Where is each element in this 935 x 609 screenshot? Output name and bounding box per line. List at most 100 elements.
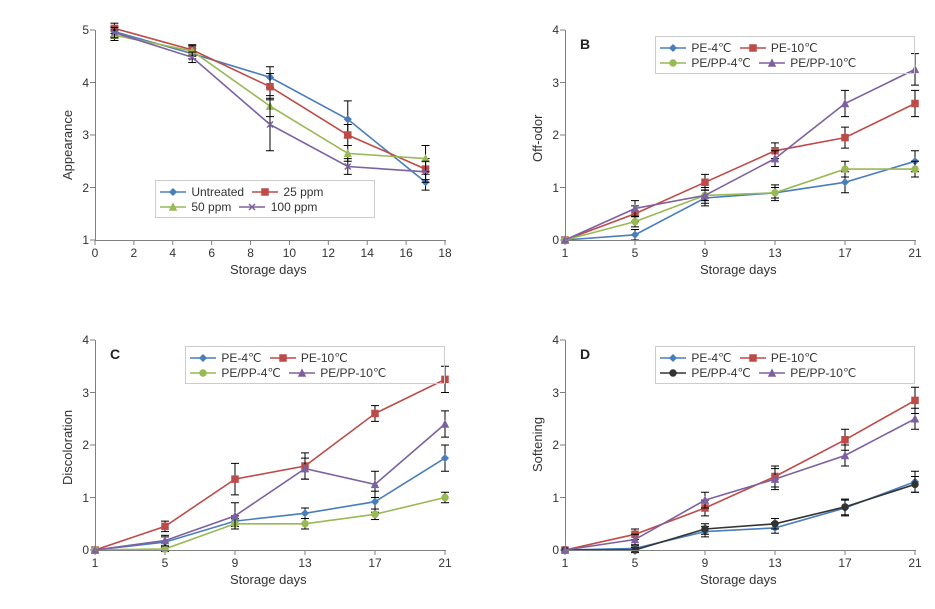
panel-letter-D: D	[580, 346, 590, 362]
tick-x: 5	[162, 556, 169, 570]
legend-item: 100 ppm	[239, 199, 325, 214]
legend-C: PE-4℃ PE-10℃ PE/PP-4℃	[185, 346, 445, 384]
legend-item: PE/PP-4℃	[190, 365, 289, 380]
legend-label: PE/PP-10℃	[320, 366, 386, 380]
x-axis-label-C: Storage days	[230, 572, 307, 587]
tick-x: 18	[438, 246, 451, 260]
tick-y: 4	[69, 333, 89, 347]
legend-swatch	[759, 367, 785, 379]
tick-x: 17	[368, 556, 381, 570]
tick-y: 4	[69, 76, 89, 90]
tick-y: 1	[69, 233, 89, 247]
legend-swatch	[759, 57, 785, 69]
tick-x: 10	[283, 246, 296, 260]
legend-label: PE-4℃	[691, 351, 731, 365]
tick-x: 6	[208, 246, 215, 260]
legend-label: 50 ppm	[191, 200, 231, 214]
tick-x: 9	[702, 246, 709, 260]
legend-item: PE-10℃	[740, 40, 826, 55]
tick-y: 5	[69, 23, 89, 37]
tick-y: 1	[539, 181, 559, 195]
y-axis-label-B: Off-odor	[530, 115, 545, 162]
legend-label: 25 ppm	[283, 185, 323, 199]
tick-x: 0	[92, 246, 99, 260]
legend-swatch	[270, 352, 296, 364]
legend-item: PE/PP-10℃	[759, 365, 865, 380]
tick-y: 0	[69, 543, 89, 557]
figure-root: 02468101214161812345 Untreated 25 ppm	[0, 0, 935, 609]
legend-swatch	[740, 352, 766, 364]
legend-item: PE-4℃	[660, 350, 740, 365]
tick-x: 13	[768, 556, 781, 570]
tick-y: 4	[539, 23, 559, 37]
panel-B: 15913172101234 B PE-4℃ PE-10℃	[565, 30, 915, 240]
legend-label: PE-4℃	[691, 41, 731, 55]
legend-swatch	[239, 201, 265, 213]
tick-x: 17	[838, 556, 851, 570]
tick-x: 12	[322, 246, 335, 260]
legend-swatch	[190, 367, 216, 379]
legend-swatch	[289, 367, 315, 379]
tick-y: 0	[539, 543, 559, 557]
tick-x: 1	[92, 556, 99, 570]
tick-x: 21	[908, 556, 921, 570]
legend-label: PE/PP-10℃	[790, 56, 856, 70]
legend-item: Untreated	[160, 184, 252, 199]
tick-x: 9	[232, 556, 239, 570]
legend-item: PE/PP-4℃	[660, 55, 759, 70]
legend-item: PE-4℃	[190, 350, 270, 365]
legend-label: PE-4℃	[221, 351, 261, 365]
y-axis-label-A: Appearance	[60, 110, 75, 180]
tick-y: 1	[539, 491, 559, 505]
tick-y: 0	[539, 233, 559, 247]
x-axis-label-A: Storage days	[230, 262, 307, 277]
tick-x: 16	[399, 246, 412, 260]
legend-item: PE-10℃	[740, 350, 826, 365]
legend-swatch	[660, 42, 686, 54]
legend-item: PE-10℃	[270, 350, 356, 365]
tick-x: 2	[131, 246, 138, 260]
legend-item: 25 ppm	[252, 184, 331, 199]
legend-swatch	[660, 352, 686, 364]
tick-y: 4	[539, 333, 559, 347]
x-axis-label-B: Storage days	[700, 262, 777, 277]
panel-letter-C: C	[110, 346, 120, 362]
panel-letter-B: B	[580, 36, 590, 52]
legend-A: Untreated 25 ppm 50 ppm	[155, 180, 375, 218]
legend-swatch	[190, 352, 216, 364]
y-axis-label-D: Softening	[530, 417, 545, 472]
legend-item: PE/PP-10℃	[759, 55, 865, 70]
panel-C: 15913172101234 C PE-4℃ PE-10℃	[95, 340, 445, 550]
legend-swatch	[660, 57, 686, 69]
legend-swatch	[660, 367, 686, 379]
legend-item: PE/PP-4℃	[660, 365, 759, 380]
legend-swatch	[160, 186, 186, 198]
legend-label: PE/PP-4℃	[221, 366, 281, 380]
legend-swatch	[740, 42, 766, 54]
tick-y: 2	[69, 181, 89, 195]
legend-label: PE/PP-10℃	[790, 366, 856, 380]
tick-x: 4	[169, 246, 176, 260]
tick-x: 1	[562, 246, 569, 260]
tick-x: 8	[247, 246, 254, 260]
tick-x: 17	[838, 246, 851, 260]
tick-y: 3	[539, 386, 559, 400]
x-axis-label-D: Storage days	[700, 572, 777, 587]
legend-swatch	[252, 186, 278, 198]
tick-x: 5	[632, 556, 639, 570]
legend-D: PE-4℃ PE-10℃ PE/PP-4℃	[655, 346, 915, 384]
tick-y: 1	[69, 491, 89, 505]
legend-label: PE-10℃	[301, 351, 348, 365]
tick-x: 13	[298, 556, 311, 570]
tick-y: 3	[69, 386, 89, 400]
tick-y: 3	[539, 76, 559, 90]
tick-x: 9	[702, 556, 709, 570]
tick-x: 21	[908, 246, 921, 260]
legend-label: Untreated	[191, 185, 244, 199]
panel-A: 02468101214161812345 Untreated 25 ppm	[95, 30, 445, 240]
legend-label: 100 ppm	[271, 200, 318, 214]
legend-label: PE/PP-4℃	[691, 366, 751, 380]
tick-x: 1	[562, 556, 569, 570]
tick-x: 5	[632, 246, 639, 260]
legend-label: PE-10℃	[771, 351, 818, 365]
